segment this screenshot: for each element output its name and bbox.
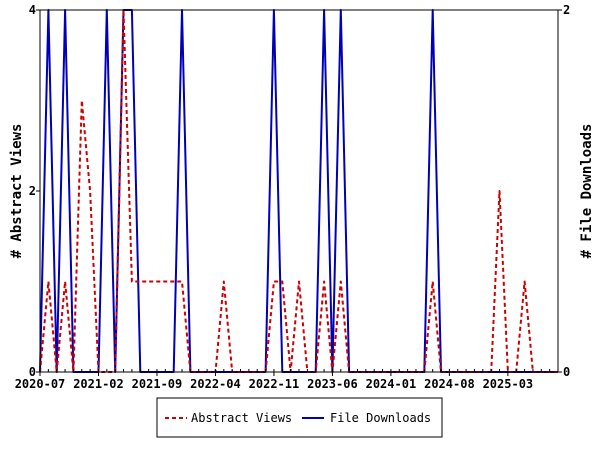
x-tick-label: 2024-01 (366, 377, 417, 391)
x-tick-label: 2023-06 (307, 377, 358, 391)
y2-axis-label: # File Downloads (579, 124, 595, 259)
plot-frame (39, 9, 559, 373)
x-tick-label: 2022-11 (249, 377, 300, 391)
y-tick-label: 0 (29, 365, 36, 379)
y-axis-label: # Abstract Views (9, 124, 25, 259)
legend-label-abstract-views: Abstract Views (191, 411, 292, 425)
axis-layer: 2020-07 2021-02 2021-09 2022-04 2022-11 2023-… (15, 3, 571, 391)
y-tick-label: 4 (29, 3, 36, 17)
x-tick-label: 2021-02 (73, 377, 124, 391)
x-tick-label: 2022-04 (190, 377, 241, 391)
y2-tick-label: 2 (563, 3, 570, 17)
series-line-abstract-views (39, 9, 558, 373)
x-tick-label: 2020-07 (15, 377, 66, 391)
legend-label-file-downloads: File Downloads (330, 411, 431, 425)
series-line-file-downloads (39, 9, 558, 373)
y-tick-label: 2 (29, 184, 36, 198)
x-tick-label: 2021-09 (132, 377, 183, 391)
legend: Abstract Views File Downloads (156, 397, 443, 438)
y2-tick-label: 0 (563, 365, 570, 379)
series-layer (39, 9, 558, 373)
x-tick-label: 2025-03 (483, 377, 534, 391)
x-tick-label: 2024-08 (424, 377, 475, 391)
legend-box (156, 397, 443, 438)
